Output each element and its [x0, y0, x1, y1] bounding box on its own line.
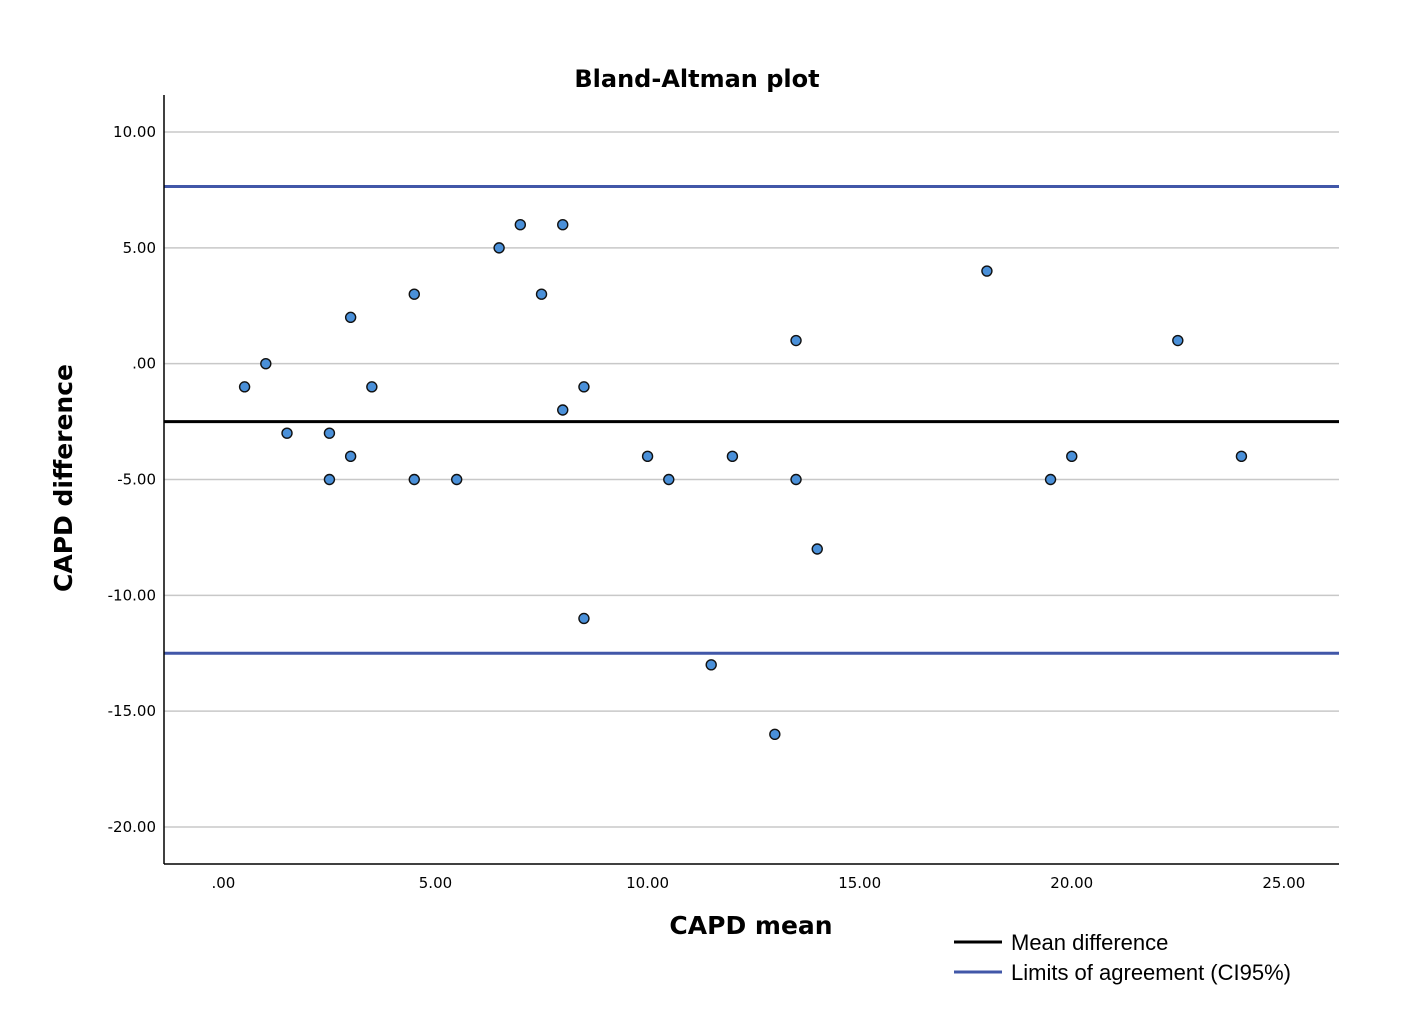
legend: Mean difference Limits of agreement (CI95…	[954, 930, 1291, 985]
data-point	[344, 311, 357, 324]
data-point	[578, 381, 590, 393]
data-point	[705, 659, 717, 671]
legend-label: Limits of agreement (CI95%)	[1011, 960, 1291, 985]
x-tick-label: 15.00	[838, 874, 881, 892]
data-point	[769, 728, 781, 740]
y-axis-label: CAPD difference	[49, 364, 78, 592]
data-point	[981, 265, 993, 277]
y-tick-label: 5.00	[123, 239, 156, 257]
data-point	[578, 612, 590, 625]
y-tick-label: -10.00	[108, 586, 156, 604]
chart-title: Bland-Altman plot	[574, 65, 819, 93]
data-point	[281, 427, 293, 439]
x-tick-label: .00	[211, 874, 235, 892]
reference-lines	[164, 184, 1339, 655]
data-point	[323, 473, 336, 486]
y-tick-label: -15.00	[108, 702, 156, 720]
y-tick-label: 10.00	[113, 123, 156, 141]
data-point	[811, 543, 823, 555]
data-point	[557, 404, 569, 416]
data-points	[238, 219, 1248, 740]
data-point	[557, 219, 569, 231]
data-point	[1172, 334, 1184, 347]
data-point	[450, 473, 463, 486]
data-point	[323, 427, 336, 439]
y-tick-labels: 10.00 5.00 .00 -5.00 -10.00 -15.00 -20.00	[108, 123, 156, 836]
data-point	[641, 450, 654, 463]
gridlines	[164, 131, 1339, 828]
x-tick-label: 20.00	[1050, 874, 1093, 892]
data-point	[344, 450, 357, 463]
data-point	[1235, 450, 1248, 463]
data-point	[1066, 450, 1078, 463]
data-point	[790, 334, 802, 347]
data-point	[726, 450, 739, 463]
x-axis-label: CAPD mean	[669, 911, 832, 940]
data-point	[408, 473, 420, 486]
data-point	[260, 357, 272, 370]
x-tick-labels: .00 5.00 10.00 15.00 20.00 25.00	[211, 874, 1305, 892]
data-point	[790, 473, 802, 486]
data-point	[663, 473, 675, 486]
data-point	[514, 219, 527, 231]
y-tick-label: -20.00	[108, 818, 156, 836]
data-point	[366, 381, 378, 393]
x-tick-label: 5.00	[419, 874, 452, 892]
y-tick-label: .00	[132, 355, 156, 373]
data-point	[535, 288, 548, 300]
axes	[163, 95, 1339, 865]
y-tick-label: -5.00	[117, 471, 156, 489]
data-point	[1044, 473, 1057, 486]
data-point	[493, 242, 505, 254]
x-tick-label: 25.00	[1262, 874, 1305, 892]
x-tick-label: 10.00	[626, 874, 669, 892]
data-point	[238, 381, 251, 393]
data-point	[408, 288, 420, 300]
legend-label: Mean difference	[1011, 930, 1168, 955]
